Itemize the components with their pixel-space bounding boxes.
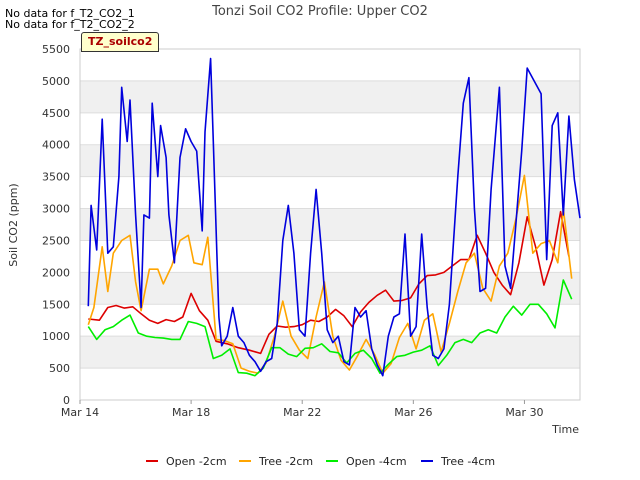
series-line-open-2cm	[88, 210, 570, 355]
grid-band	[80, 208, 580, 241]
x-tick-label: Mar 30	[505, 406, 543, 419]
y-tick-label: 500	[49, 362, 70, 375]
y-tick-label: 5500	[42, 43, 70, 56]
series-line-tree-2cm	[87, 174, 573, 374]
grid-band	[80, 144, 580, 177]
legend-entry: Open -2cm	[166, 455, 227, 468]
x-tick-label: Mar 14	[61, 406, 99, 419]
y-tick-label: 4500	[42, 107, 70, 120]
legend: Open -2cm Tree -2cm Open -4cm Tree -4cm	[146, 455, 495, 468]
series-line-open-4cm	[87, 279, 573, 377]
y-tick-label: 3500	[42, 171, 70, 184]
y-tick-label: 3000	[42, 203, 70, 216]
y-axis-label: Soil CO2 (ppm)	[7, 183, 20, 266]
y-tick-label: 1500	[42, 298, 70, 311]
y-tick-label: 0	[63, 394, 70, 407]
legend-entry: Open -4cm	[346, 455, 407, 468]
y-tick-label: 2500	[42, 234, 70, 247]
y-tick-label: 5000	[42, 75, 70, 88]
no-data-note-1: No data for f_T2_CO2_1	[5, 7, 135, 20]
x-tick-label: Mar 22	[283, 406, 321, 419]
x-tick-label: Mar 18	[172, 406, 210, 419]
series-line-tree-4cm	[87, 57, 581, 377]
chart-title: Tonzi Soil CO2 Profile: Upper CO2	[211, 4, 428, 19]
grid-band	[80, 80, 580, 113]
legend-entry: Tree -2cm	[258, 455, 313, 468]
y-tick-label: 2000	[42, 266, 70, 279]
y-tick-label: 1000	[42, 330, 70, 343]
y-tick-label: 4000	[42, 139, 70, 152]
plot-frame	[79, 48, 581, 401]
site-tag-label: TZ_soilco2	[81, 32, 160, 52]
x-axis-label: Time	[551, 423, 579, 436]
no-data-note-2: No data for f_T2_CO2_2	[5, 18, 135, 31]
legend-entry: Tree -4cm	[440, 455, 495, 468]
x-tick-label: Mar 26	[394, 406, 432, 419]
